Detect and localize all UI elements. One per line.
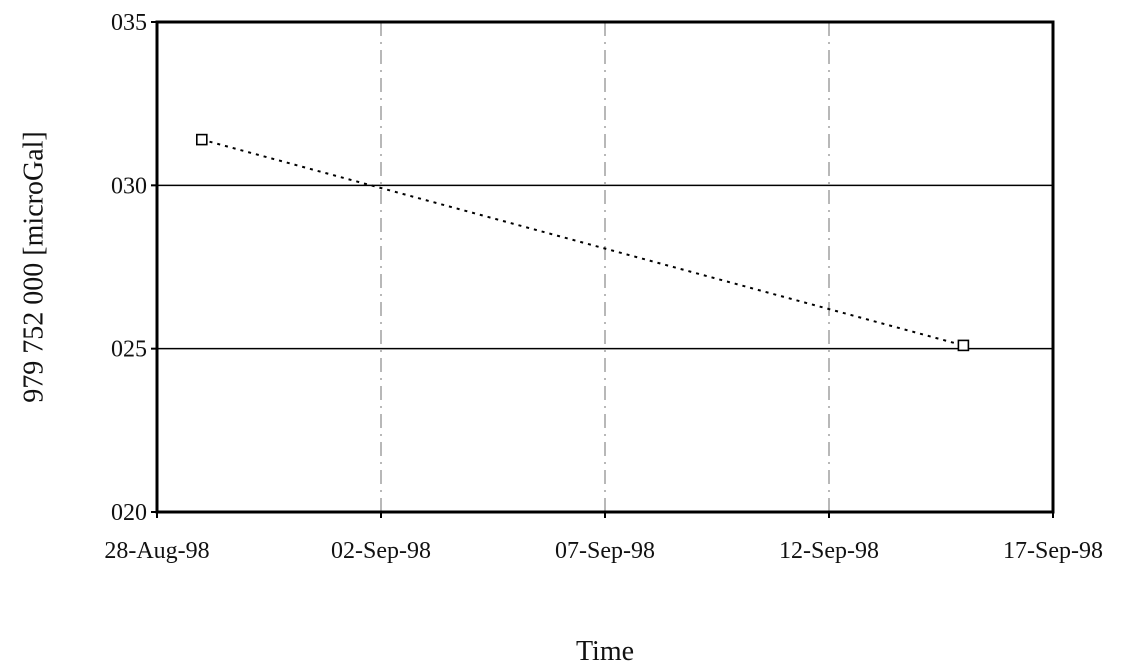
y-axis-ticks: 020 025 030 035 [111, 10, 157, 526]
x-tick-label: 02-Sep-98 [331, 538, 431, 564]
x-tick-label: 07-Sep-98 [555, 538, 655, 564]
y-axis-title: 979 752 000 [microGal] [18, 131, 49, 402]
y-tick-label: 020 [111, 500, 147, 526]
series-layer [196, 133, 970, 352]
y-tick-label: 030 [111, 173, 147, 199]
y-tick-label: 035 [111, 10, 147, 36]
data-point-marker [957, 339, 970, 352]
data-point-marker [196, 133, 208, 146]
x-tick-label: 28-Aug-98 [104, 538, 209, 564]
series-line [201, 138, 964, 347]
y-tick-label: 025 [111, 337, 147, 363]
x-tick-label: 17-Sep-98 [1003, 538, 1103, 564]
grid-lines [157, 22, 1053, 512]
x-axis-title: Time [576, 636, 634, 667]
x-tick-label: 12-Sep-98 [779, 538, 879, 564]
x-axis-ticks: 28-Aug-98 02-Sep-98 07-Sep-98 12-Sep-98 17-S… [104, 512, 1103, 564]
